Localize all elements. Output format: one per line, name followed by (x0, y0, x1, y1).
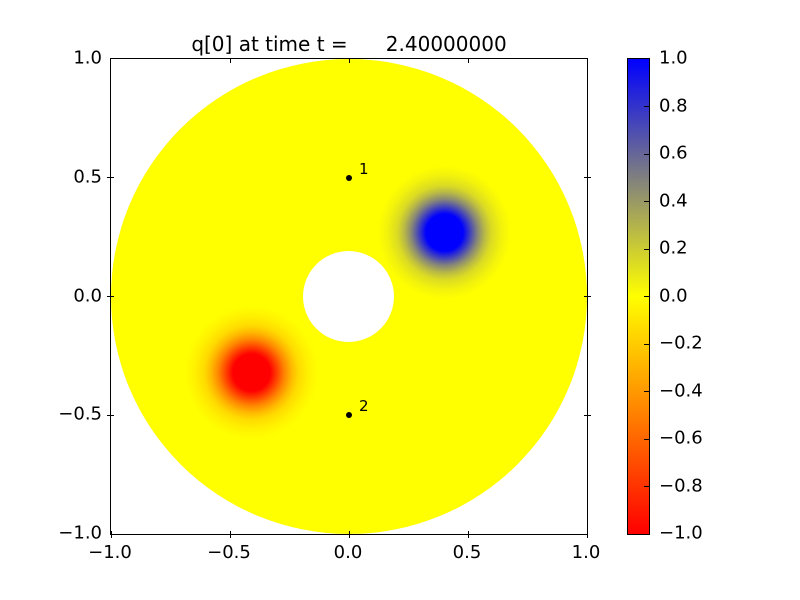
colorbar-tick (644, 486, 649, 487)
x-axis-tick-labels: −1.0 −0.5 0.0 0.5 1.0 (88, 542, 600, 566)
positive-gaussian-blob (377, 165, 511, 299)
x-tick-label: 0.5 (452, 542, 482, 563)
y-tick-label: −1.0 (58, 522, 102, 544)
colorbar-tick-label: 0.8 (659, 95, 688, 116)
colorbar-tick-label: 0.2 (659, 237, 688, 259)
colorbar-tick-label: 0.6 (659, 142, 688, 164)
colorbar (627, 58, 650, 535)
x-tick-bottom (110, 531, 112, 538)
colorbar-tick-label: −0.6 (659, 427, 703, 449)
colorbar-tick (644, 343, 649, 345)
colorbar-tick-label: −0.2 (659, 332, 703, 354)
colorbar-tick-labels: 1.0 0.8 0.6 0.4 0.2 0.0 −0.2 −0.4 −0.6 −0.8 −1.0 (659, 48, 729, 544)
y-tick-label: 0.5 (73, 166, 102, 188)
colorbar-tick-label: 1.0 (659, 47, 688, 69)
y-tick-left (107, 177, 114, 179)
x-tick-top (229, 59, 231, 63)
y-axis-tick-labels: 1.0 0.5 0.0 −0.5 −1.0 (0, 48, 102, 544)
plot-area (111, 59, 587, 534)
x-tick-top (348, 59, 350, 63)
y-tick-label: −0.5 (58, 403, 102, 425)
colorbar-tick-label: −1.0 (659, 522, 703, 544)
y-tick-label: 1.0 (73, 47, 102, 69)
x-tick-label: −0.5 (207, 542, 251, 563)
blobs-layer (111, 59, 587, 534)
annulus-inner-hole (303, 251, 394, 342)
colorbar-tick (644, 201, 649, 202)
y-tick-left (107, 414, 114, 416)
x-tick-bottom (467, 531, 469, 538)
colorbar-tick-label: 0.4 (659, 190, 688, 211)
colorbar-tick (644, 106, 649, 107)
negative-gaussian-blob (184, 305, 319, 440)
x-tick-label: −1.0 (88, 542, 132, 563)
x-tick-top (467, 59, 469, 63)
x-tick-bottom (229, 531, 231, 538)
gauge-label: 1 (359, 159, 369, 178)
gauge-marker (346, 412, 352, 419)
colorbar-tick (644, 438, 649, 440)
y-tick-right (584, 414, 591, 416)
x-tick-bottom (586, 531, 588, 538)
colorbar-tick-label: −0.8 (659, 475, 703, 496)
x-tick-bottom (348, 531, 350, 538)
y-tick-left (107, 296, 114, 297)
colorbar-tick (644, 391, 649, 392)
x-tick-label: 0.0 (333, 542, 363, 563)
y-tick-right (584, 296, 591, 297)
gauge-label: 2 (359, 397, 369, 416)
x-tick-label: 1.0 (571, 542, 601, 563)
colorbar-tick-label: −0.4 (659, 380, 703, 401)
y-tick-label: 0.0 (73, 285, 102, 306)
colorbar-tick (644, 153, 649, 155)
colorbar-tick (644, 248, 649, 250)
colorbar-tick-label: 0.0 (659, 285, 688, 306)
plot-title: q[0] at time t = 2.40000000 (191, 32, 507, 56)
gauge-marker (346, 174, 352, 181)
colorbar-tick (644, 296, 649, 297)
y-tick-right (584, 177, 591, 179)
